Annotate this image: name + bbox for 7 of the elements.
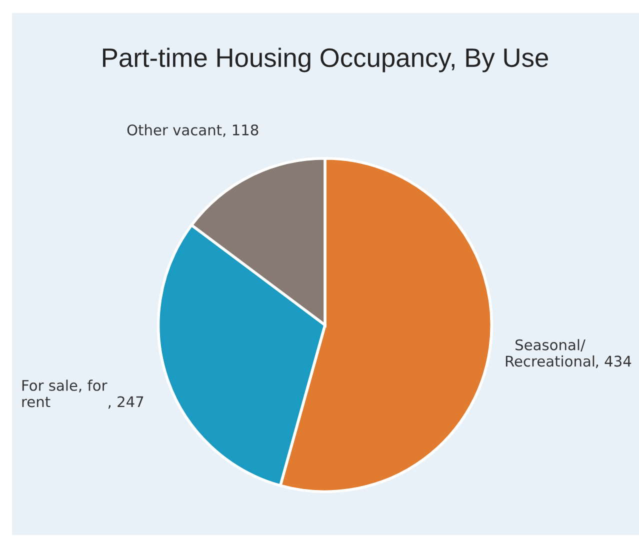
data-label: , 434 — [596, 356, 632, 368]
data-label: , 247 — [108, 396, 144, 409]
chart-title: Part-time Housing Occupancy, By Use — [103, 48, 548, 72]
slice-label: Seasonal/ Recreational — [506, 339, 594, 367]
slice-label: Other vacant — [127, 124, 222, 136]
slice-label: For sale, for rent — [22, 380, 108, 408]
data-label: , 118 — [223, 124, 258, 137]
